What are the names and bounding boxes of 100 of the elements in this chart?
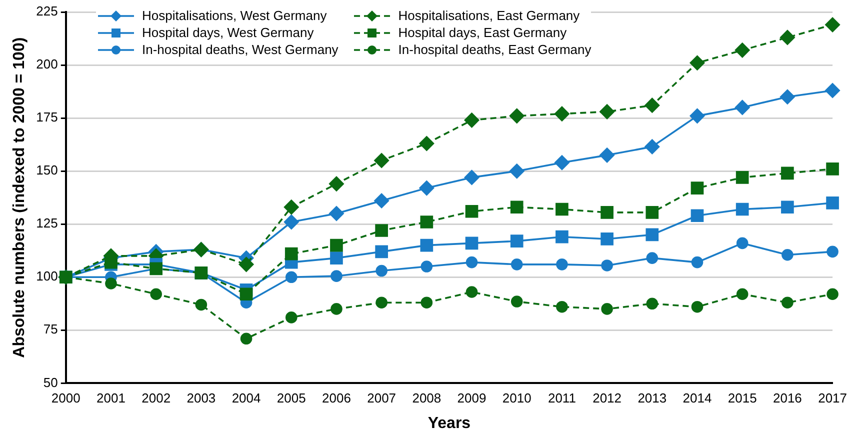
point xyxy=(419,180,434,196)
point xyxy=(690,209,704,222)
point xyxy=(376,264,388,277)
point xyxy=(419,136,434,151)
point xyxy=(736,237,748,250)
point xyxy=(329,176,344,192)
x-axis-title: Years xyxy=(428,414,471,432)
point xyxy=(690,182,704,194)
point xyxy=(510,296,523,308)
point xyxy=(691,300,704,313)
point xyxy=(780,30,795,45)
x-tick-label: 2011 xyxy=(548,390,576,406)
point xyxy=(556,300,568,313)
y-tick-label: 175 xyxy=(36,110,58,125)
point xyxy=(600,206,614,219)
point xyxy=(420,296,433,308)
point xyxy=(644,139,660,154)
y-tick-label: 150 xyxy=(36,162,58,178)
point xyxy=(734,42,750,58)
point xyxy=(826,288,838,300)
point xyxy=(375,245,388,258)
point xyxy=(465,204,478,218)
point xyxy=(510,200,524,214)
point xyxy=(509,108,524,124)
point xyxy=(330,252,343,264)
point xyxy=(105,278,117,290)
point xyxy=(826,246,838,258)
point xyxy=(465,236,478,250)
point xyxy=(466,256,478,268)
x-tick-label: 2015 xyxy=(728,390,757,406)
point xyxy=(646,252,658,264)
x-tick-label: 2001 xyxy=(96,390,126,406)
legend-label: Hospital days, East Germany xyxy=(398,25,567,40)
point xyxy=(195,298,208,311)
y-tick-label: 50 xyxy=(43,374,58,390)
point xyxy=(374,193,389,208)
point xyxy=(510,234,524,248)
point xyxy=(374,153,389,168)
point xyxy=(420,216,434,228)
x-tick-label: 2004 xyxy=(232,390,261,406)
point xyxy=(600,232,614,246)
x-tick-label: 2008 xyxy=(412,390,442,406)
point xyxy=(826,196,839,210)
point xyxy=(240,332,252,345)
y-tick-label: 225 xyxy=(36,4,58,19)
point xyxy=(150,288,162,300)
legend-label: Hospitalisations, East Germany xyxy=(398,8,580,23)
point xyxy=(510,258,523,270)
x-tick-label: 2013 xyxy=(638,390,667,406)
point xyxy=(554,106,570,122)
x-tick-label: 2005 xyxy=(276,390,306,406)
point xyxy=(466,286,478,298)
x-tick-label: 2000 xyxy=(51,390,80,406)
x-tick-label: 2002 xyxy=(142,390,171,406)
point xyxy=(284,247,298,260)
point xyxy=(556,202,568,216)
point xyxy=(736,288,748,300)
y-tick-label: 75 xyxy=(43,322,58,337)
x-tick-label: 2009 xyxy=(457,390,486,406)
point xyxy=(826,162,839,176)
point xyxy=(825,17,840,32)
point xyxy=(691,256,704,268)
point xyxy=(330,238,343,252)
point xyxy=(780,89,795,104)
point xyxy=(690,108,705,124)
legend-label: Hospitalisations, West Germany xyxy=(142,8,327,23)
point xyxy=(781,166,794,180)
y-axis-title: Absolute numbers (indexed to 2000 = 100) xyxy=(11,37,28,358)
legend-label: In-hospital deaths, West Germany xyxy=(142,42,338,57)
point xyxy=(104,256,118,269)
point xyxy=(284,200,299,215)
x-tick-label: 2017 xyxy=(818,390,847,406)
point xyxy=(330,270,342,282)
point xyxy=(556,258,568,270)
point xyxy=(736,171,749,184)
point xyxy=(556,230,568,244)
x-tick-label: 2003 xyxy=(186,390,216,406)
x-tick-label: 2006 xyxy=(322,390,351,406)
point xyxy=(646,298,658,310)
point xyxy=(646,228,659,242)
point xyxy=(736,202,749,216)
point xyxy=(420,238,434,252)
x-tick-label: 2016 xyxy=(772,390,802,406)
point xyxy=(284,214,299,230)
point xyxy=(509,164,524,178)
point xyxy=(781,200,794,214)
point xyxy=(782,248,794,261)
x-tick-label: 2007 xyxy=(367,390,396,406)
point xyxy=(329,206,344,221)
point xyxy=(554,155,570,170)
x-tick-label: 2014 xyxy=(682,390,712,406)
point xyxy=(646,206,659,219)
point xyxy=(420,260,433,272)
point xyxy=(600,104,614,120)
point xyxy=(825,83,840,98)
y-tick-label: 200 xyxy=(36,56,58,72)
x-tick-label: 2012 xyxy=(592,390,622,406)
legend-label: Hospital days, West Germany xyxy=(142,25,314,40)
point xyxy=(376,296,388,308)
point xyxy=(240,288,253,301)
